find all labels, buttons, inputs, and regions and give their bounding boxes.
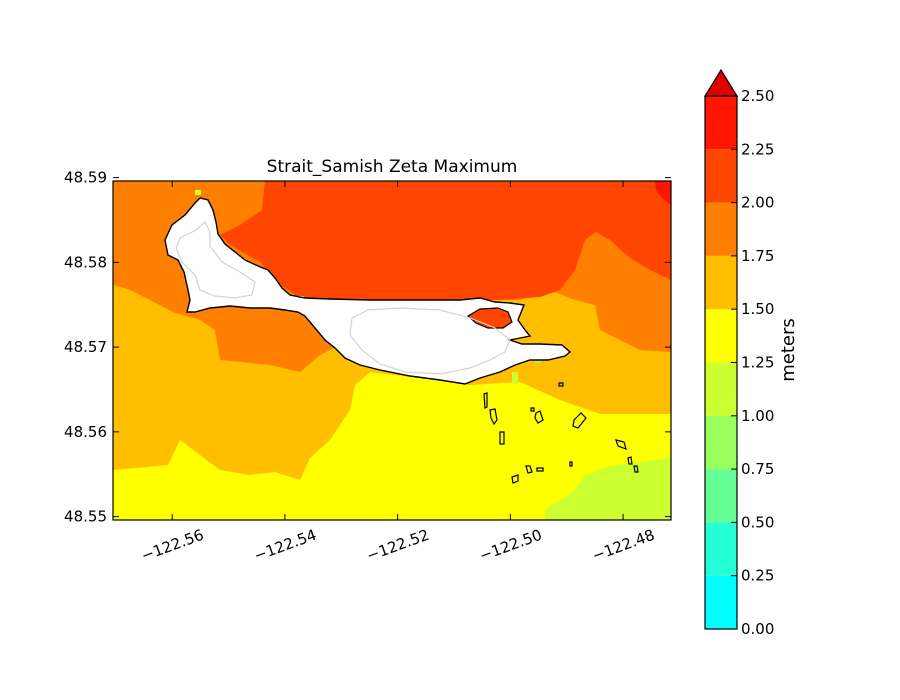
map-title: Strait_Samish Zeta Maximum <box>267 157 518 177</box>
colorbar-tick-label: 0.50 <box>741 513 774 531</box>
islet <box>615 439 627 450</box>
colorbar-swatch <box>705 309 737 363</box>
colorbar-swatch <box>705 202 737 256</box>
level-2.00-2.25 <box>220 181 671 302</box>
colorbar-tick-label: 2.00 <box>741 194 774 212</box>
coastal-speckle <box>512 372 518 384</box>
colorbar-swatch <box>705 522 737 576</box>
colorbar-swatches <box>705 96 737 629</box>
inner-contour-west <box>175 221 256 299</box>
colorbar-tick-label: 0.00 <box>741 620 774 638</box>
colorbar-swatch <box>705 149 737 203</box>
x-tick-label: −122.48 <box>590 526 657 565</box>
colorbar: 0.00 0.25 0.50 0.75 1.00 1.25 1.50 1.75 2.00 2.25… <box>703 68 799 638</box>
colorbar-tick-label: 1.75 <box>741 247 774 265</box>
colorbar-swatch <box>705 575 737 629</box>
level-2.25-2.50 <box>655 181 671 205</box>
colorbar-swatch <box>705 96 737 150</box>
colorbar-tick-label: 1.25 <box>741 354 774 372</box>
islet <box>525 465 533 474</box>
colorbar-label: meters <box>778 318 799 382</box>
colorbar-tick-label: 2.50 <box>741 87 774 105</box>
y-tick-label: 48.58 <box>64 253 107 271</box>
colorbar-extend-arrow <box>703 68 739 97</box>
y-tick-label: 48.57 <box>64 338 107 356</box>
islet <box>569 461 573 467</box>
islet <box>483 392 488 409</box>
islet <box>627 456 633 465</box>
colorbar-tick-label: 1.00 <box>741 407 774 425</box>
land-island <box>164 197 572 385</box>
x-tick-label: −122.50 <box>477 526 544 565</box>
coastal-speckle <box>195 190 201 195</box>
y-tick-label: 48.55 <box>64 508 107 526</box>
zeta-field <box>113 181 671 520</box>
x-tick-label: −122.52 <box>364 526 431 565</box>
islet <box>536 467 544 472</box>
x-tick-label: −122.56 <box>139 526 206 565</box>
colorbar-tick-label: 2.25 <box>741 140 774 158</box>
inner-contour-east <box>349 307 511 375</box>
islet <box>534 410 544 424</box>
colorbar-swatch <box>705 255 737 310</box>
colorbar-ticks: 0.00 0.25 0.50 0.75 1.00 1.25 1.50 1.75 2.00 2.25… <box>731 87 774 638</box>
colorbar-tick-label: 1.50 <box>741 300 774 318</box>
colorbar-tick-label: 0.25 <box>741 567 774 585</box>
islet <box>499 431 505 445</box>
islet <box>558 382 564 387</box>
x-tick-label: −122.54 <box>252 526 319 565</box>
map-frame <box>112 180 672 521</box>
colorbar-swatch <box>705 362 737 416</box>
islet <box>489 408 498 426</box>
y-tick-label: 48.59 <box>64 169 107 187</box>
level-1.00-1.25 <box>545 458 671 520</box>
islet <box>530 407 535 412</box>
inlet-water <box>466 307 513 329</box>
map-panel: −122.56 −122.54 −122.52 −122.50 −122.48 48.59… <box>64 169 672 565</box>
y-tick-label: 48.56 <box>64 423 107 441</box>
islet <box>511 474 519 484</box>
islet <box>572 412 587 429</box>
colorbar-swatch <box>705 415 737 470</box>
colorbar-swatch <box>705 469 737 523</box>
colorbar-tick-label: 0.75 <box>741 460 774 478</box>
islet <box>633 465 639 473</box>
islets <box>483 382 639 484</box>
